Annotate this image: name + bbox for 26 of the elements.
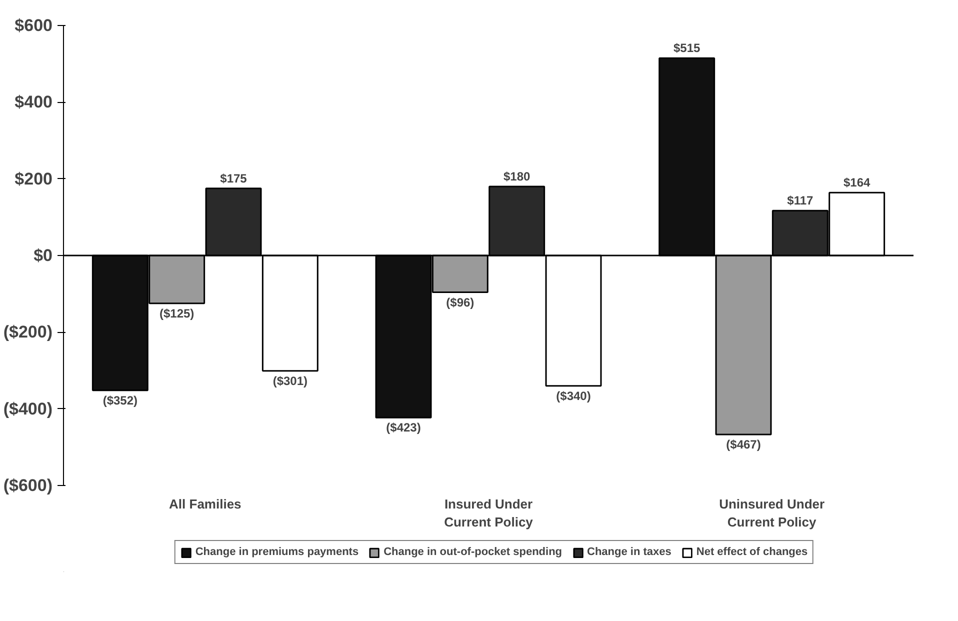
legend-label: Change in out-of-pocket spending — [384, 546, 562, 558]
y-tick-label: $200 — [14, 169, 53, 188]
data-label: $175 — [220, 171, 248, 186]
legend-label: Change in taxes — [587, 546, 672, 558]
data-label: $180 — [503, 170, 531, 184]
data-label: ($125) — [159, 306, 194, 320]
data-label: ($340) — [556, 388, 591, 403]
data-label: $117 — [787, 194, 814, 208]
data-label: $515 — [673, 41, 701, 56]
data-label: ($467) — [726, 438, 761, 452]
data-label: ($352) — [102, 393, 138, 408]
data-label: ($96) — [446, 295, 474, 310]
data-label: ($423) — [386, 420, 421, 435]
legend-label: Change in premiums payments — [195, 546, 359, 558]
legend-label: Net effect of changes — [696, 546, 808, 558]
y-tick-label: ($400) — [3, 399, 52, 418]
data-label: ($301) — [272, 374, 308, 388]
y-tick-label: $0 — [34, 246, 53, 265]
y-tick-label: $400 — [14, 92, 53, 112]
y-tick-label: $600 — [14, 16, 53, 35]
y-tick-label: ($600) — [3, 476, 52, 495]
x-tick-label: All Families — [169, 496, 242, 512]
x-tick-label: Insured Under Current Policy — [444, 496, 534, 530]
data-label: $164 — [843, 176, 871, 190]
y-tick-label: ($200) — [3, 322, 52, 342]
x-tick-label: Uninsured Under Current Policy — [719, 496, 825, 530]
